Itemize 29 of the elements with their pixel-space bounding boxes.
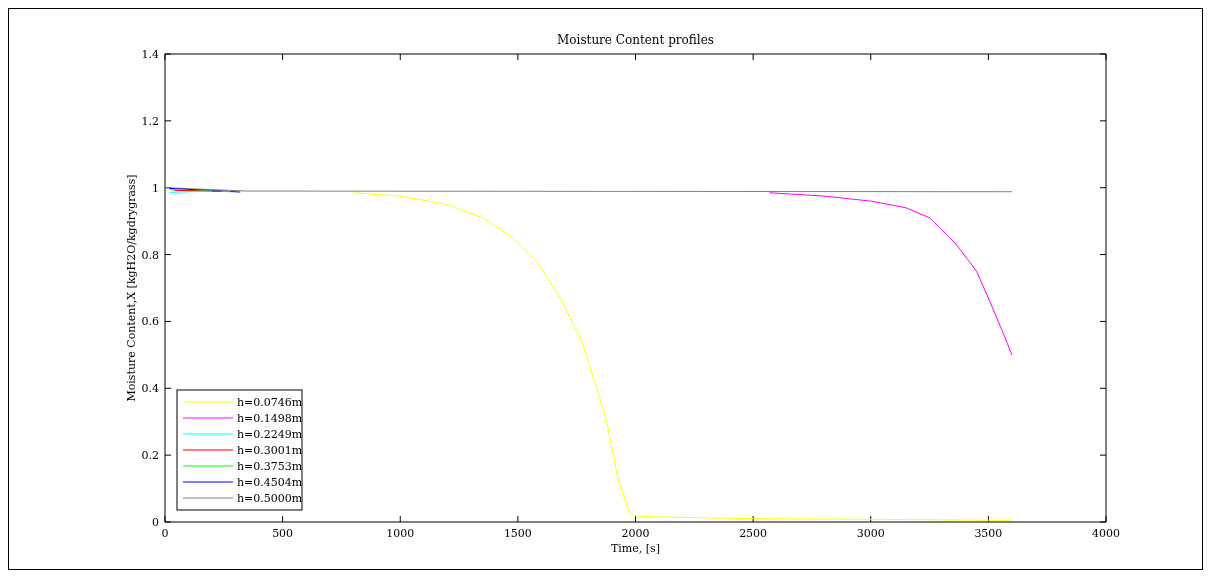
y-tick-label: 0.6 (141, 315, 159, 329)
line-series (352, 192, 1013, 521)
y-tick-label: 1.4 (141, 48, 159, 61)
x-tick-label: 3000 (856, 527, 885, 540)
x-tick-label: 2000 (621, 527, 650, 540)
legend-label: h=0.3753m (237, 460, 303, 473)
x-tick-label: 2500 (739, 527, 768, 540)
chart-title: Moisture Content profiles (557, 33, 714, 47)
x-tick-label: 1500 (503, 527, 532, 540)
y-tick-label: 0.8 (141, 248, 159, 262)
x-tick-label: 3500 (974, 527, 1003, 540)
x-tick-label: 1000 (386, 527, 415, 540)
legend-label: h=0.4504m (237, 476, 303, 489)
x-tick-label: 0 (161, 527, 169, 540)
legend-label: h=0.2249m (237, 428, 303, 441)
x-axis-title: Time, [s] (610, 542, 661, 555)
line-series (769, 192, 1013, 356)
legend-label: h=0.1498m (237, 412, 303, 425)
y-tick-label: 0.4 (141, 382, 159, 396)
legend-label: h=0.0746m (237, 396, 303, 409)
x-tick-label: 4000 (1092, 527, 1120, 540)
legend-label: h=0.3001m (237, 444, 303, 457)
legend-label: h=0.5000m (237, 492, 303, 505)
y-tick-label: 1.2 (141, 114, 159, 128)
x-tick-label: 500 (272, 527, 294, 540)
y-tick-label: 0 (152, 516, 159, 529)
y-tick-label: 1 (152, 181, 159, 195)
y-tick-label: 0.2 (141, 449, 159, 463)
y-axis-title: Moisture Content,X [kgH2O/kgdrygrass] (125, 174, 138, 402)
